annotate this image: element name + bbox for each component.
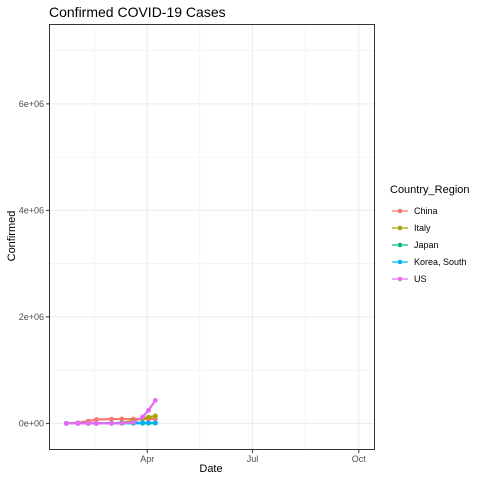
plot-border — [49, 24, 375, 450]
data-point — [152, 413, 158, 419]
x-tick-label: Jul — [247, 454, 259, 464]
legend-key-point — [397, 242, 403, 248]
legend-key-point — [397, 225, 403, 231]
y-tick-label: 6e+06 — [19, 99, 44, 109]
x-axis: Apr Jul Oct — [140, 450, 366, 464]
legend-label: Japan — [414, 240, 439, 250]
series-layer — [63, 397, 158, 426]
legend: Country_Region China Italy Japan Korea, Sou… — [390, 184, 470, 284]
grid — [49, 24, 375, 450]
x-axis-title: Date — [199, 463, 222, 475]
data-point — [146, 420, 151, 426]
data-point — [75, 420, 81, 426]
data-point — [140, 420, 146, 426]
data-point — [109, 420, 114, 426]
data-point — [63, 420, 69, 426]
data-point — [93, 417, 99, 422]
legend-key-point — [397, 259, 403, 265]
y-axis-title: Confirmed — [6, 211, 18, 262]
y-axis: 0e+00 2e+06 4e+06 6e+06 — [19, 99, 49, 428]
legend-label: US — [414, 274, 427, 284]
data-point — [146, 414, 151, 420]
chart-title: Confirmed COVID-19 Cases — [49, 4, 226, 20]
legend-label: Korea, South — [414, 257, 467, 267]
legend-key-point — [397, 208, 403, 214]
y-tick-label: 4e+06 — [19, 205, 44, 215]
data-point — [130, 419, 136, 425]
data-point — [85, 420, 91, 426]
legend-key-point — [397, 276, 403, 282]
x-tick-label: Apr — [140, 454, 154, 464]
legend-label: Italy — [414, 223, 431, 233]
data-point — [119, 420, 125, 426]
series-line-4 — [66, 399, 157, 425]
legend-label: China — [414, 206, 438, 216]
data-point — [146, 408, 151, 413]
legend-title: Country_Region — [390, 184, 470, 196]
data-point — [109, 416, 114, 422]
data-point — [119, 416, 125, 422]
data-point — [93, 420, 99, 426]
data-point — [152, 420, 158, 426]
data-point — [140, 414, 146, 420]
x-tick-label: Oct — [352, 454, 367, 464]
y-tick-label: 0e+00 — [19, 418, 44, 428]
data-point — [152, 397, 158, 403]
series-line-0 — [66, 417, 156, 425]
y-tick-label: 2e+06 — [19, 312, 44, 322]
plot-panel — [49, 24, 375, 450]
